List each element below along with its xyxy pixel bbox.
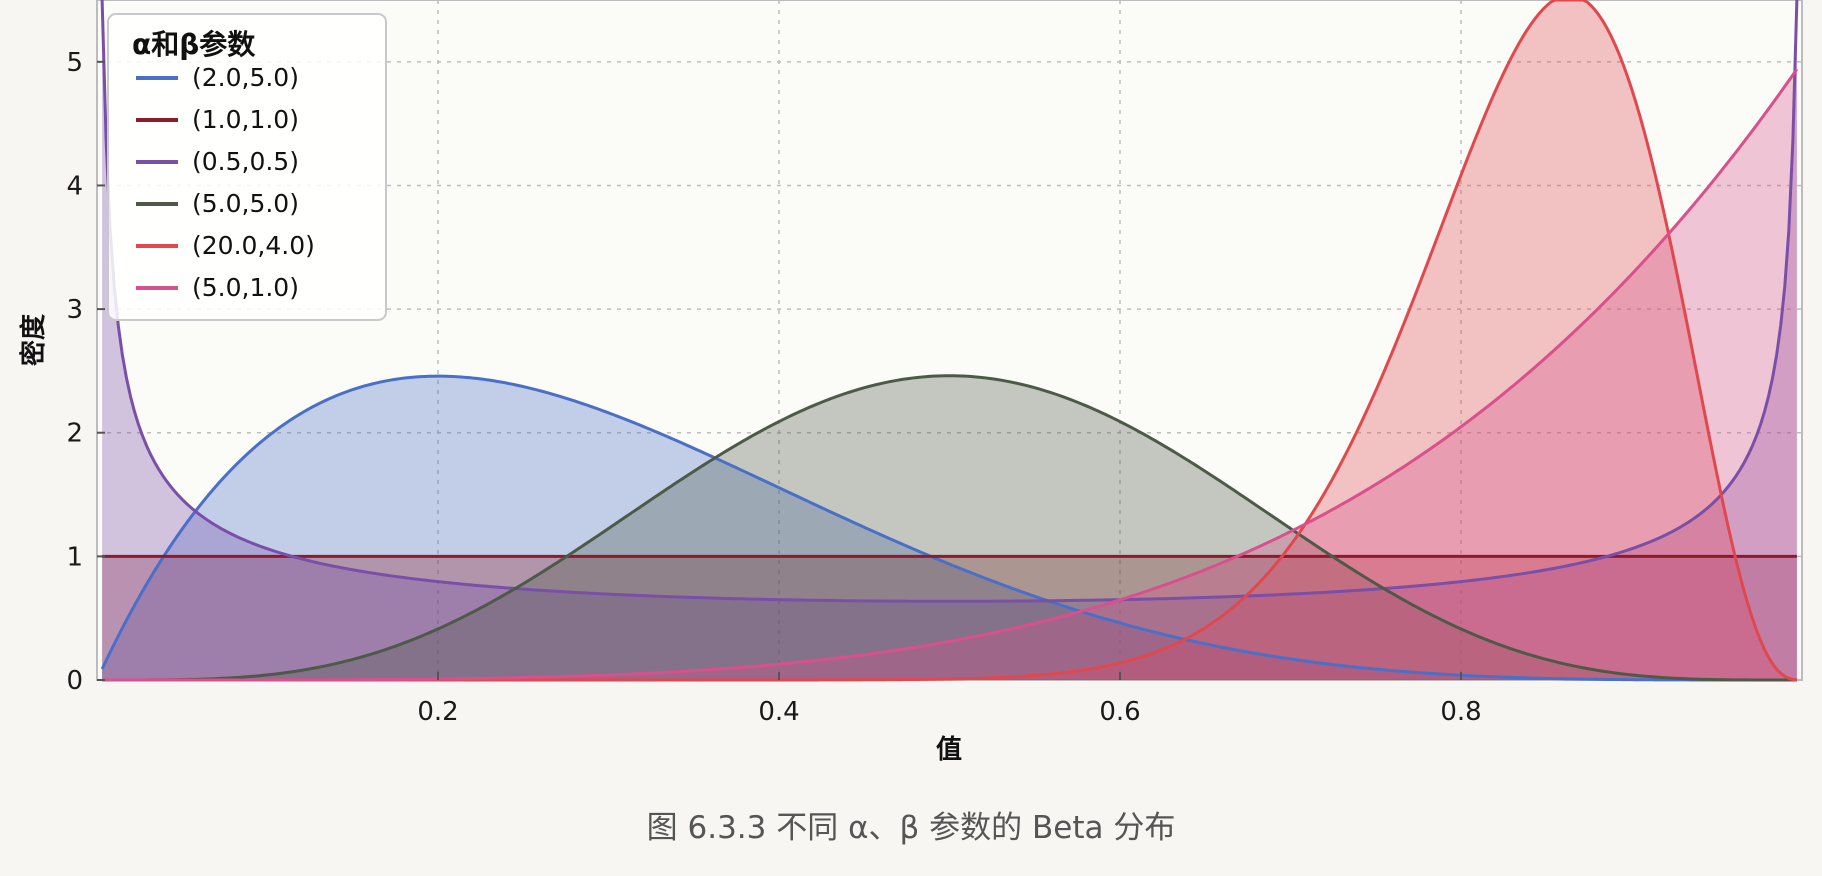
grid-lines (97, 0, 1802, 680)
legend-label-0: (2.0,5.0) (192, 63, 299, 92)
y-tick-label-0: 0 (66, 666, 83, 696)
axes: 0.2 0.4 0.6 0.8 0 1 2 3 4 5 (66, 48, 1481, 727)
series-area-4 (102, 0, 1797, 680)
x-tick-label-1: 0.4 (758, 697, 799, 727)
x-tick-label-3: 0.8 (1440, 697, 1481, 727)
series-line-5 (102, 68, 1799, 682)
y-tick-label-1: 1 (66, 542, 83, 572)
legend-items: (2.0,5.0) (1.0,1.0) (0.5,0.5) (5.0,5.0) (20.… (136, 63, 315, 302)
x-tick-label-2: 0.6 (1099, 697, 1140, 727)
y-tick-label-4: 4 (66, 171, 83, 201)
series-areas (102, 0, 1797, 680)
series-line-2 (100, 0, 1799, 603)
series-area-0 (102, 376, 1797, 680)
x-tick-label-0: 0.2 (417, 697, 458, 727)
series-lines (100, 0, 1799, 682)
legend-label-2: (0.5,0.5) (192, 147, 299, 176)
legend-label-5: (5.0,1.0) (192, 273, 299, 302)
y-axis-title: 密度 (18, 314, 49, 366)
y-tick-label-3: 3 (66, 295, 83, 325)
x-axis-title: 值 (936, 735, 962, 765)
series-area-5 (102, 69, 1797, 680)
series-line-3 (102, 374, 1797, 682)
legend: α和β参数 (2.0,5.0) (1.0,1.0) (0.5,0.5) (5.0,5.… (107, 13, 387, 321)
y-tick-label-5: 5 (66, 48, 83, 78)
series-area-2 (102, 0, 1797, 680)
legend-label-3: (5.0,5.0) (192, 189, 299, 218)
legend-label-4: (20.0,4.0) (192, 231, 315, 260)
y-tick-label-2: 2 (66, 419, 83, 449)
series-area-3 (102, 375, 1797, 680)
legend-label-1: (1.0,1.0) (192, 105, 299, 134)
legend-box (107, 13, 387, 321)
figure-caption: 图 6.3.3 不同 α、β 参数的 Beta 分布 (647, 810, 1176, 846)
series-area-1 (102, 556, 1797, 680)
legend-title: α和β参数 (132, 28, 256, 61)
series-line-0 (100, 374, 1797, 682)
